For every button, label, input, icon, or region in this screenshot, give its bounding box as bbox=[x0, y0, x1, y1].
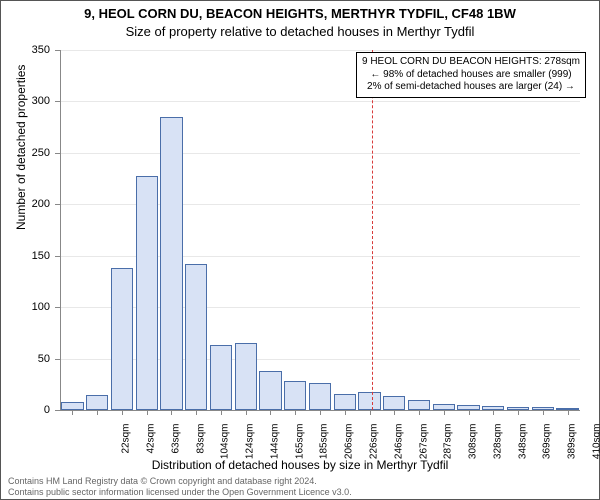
x-tick-label: 22sqm bbox=[121, 424, 132, 474]
histogram-bar bbox=[111, 268, 133, 410]
y-tick-label: 50 bbox=[0, 353, 50, 365]
histogram-bar bbox=[383, 396, 405, 410]
chart-title-address: 9, HEOL CORN DU, BEACON HEIGHTS, MERTHYR… bbox=[0, 6, 600, 21]
histogram-bar bbox=[284, 381, 306, 410]
grid-line bbox=[60, 101, 580, 102]
y-tick-label: 300 bbox=[0, 95, 50, 107]
x-tick-label: 124sqm bbox=[245, 424, 256, 474]
x-tick-label: 246sqm bbox=[393, 424, 404, 474]
chart-subtitle: Size of property relative to detached ho… bbox=[0, 24, 600, 39]
x-tick-label: 287sqm bbox=[443, 424, 454, 474]
histogram-bar bbox=[210, 345, 232, 410]
y-tick-label: 150 bbox=[0, 250, 50, 262]
y-axis-line bbox=[60, 50, 61, 410]
x-tick-label: 42sqm bbox=[146, 424, 157, 474]
x-tick-label: 328sqm bbox=[492, 424, 503, 474]
histogram-bar bbox=[235, 343, 257, 410]
x-tick-label: 410sqm bbox=[591, 424, 600, 474]
histogram-bar bbox=[61, 402, 83, 410]
y-tick-label: 100 bbox=[0, 301, 50, 313]
x-tick-label: 83sqm bbox=[195, 424, 206, 474]
x-tick-label: 185sqm bbox=[319, 424, 330, 474]
plot-area bbox=[60, 50, 580, 410]
x-tick-label: 308sqm bbox=[468, 424, 479, 474]
y-tick-label: 250 bbox=[0, 147, 50, 159]
credits-line-1: Contains HM Land Registry data © Crown c… bbox=[8, 476, 352, 487]
histogram-bar bbox=[408, 400, 430, 410]
histogram-bar bbox=[334, 394, 356, 410]
histogram-bar bbox=[309, 383, 331, 410]
annotation-box: 9 HEOL CORN DU BEACON HEIGHTS: 278sqm ← … bbox=[356, 52, 586, 98]
x-tick-label: 104sqm bbox=[220, 424, 231, 474]
x-tick-label: 165sqm bbox=[294, 424, 305, 474]
annotation-line-3: 2% of semi-detached houses are larger (2… bbox=[362, 81, 580, 94]
x-tick-label: 389sqm bbox=[567, 424, 578, 474]
credits-text: Contains HM Land Registry data © Crown c… bbox=[8, 476, 352, 498]
x-axis-line bbox=[60, 410, 580, 411]
grid-line bbox=[60, 50, 580, 51]
x-tick-label: 226sqm bbox=[369, 424, 380, 474]
x-tick-label: 63sqm bbox=[170, 424, 181, 474]
reference-line bbox=[372, 50, 373, 410]
chart-container: 9, HEOL CORN DU, BEACON HEIGHTS, MERTHYR… bbox=[0, 0, 600, 500]
grid-line bbox=[60, 153, 580, 154]
x-tick-label: 144sqm bbox=[269, 424, 280, 474]
credits-line-2: Contains public sector information licen… bbox=[8, 487, 352, 498]
x-tick-label: 369sqm bbox=[542, 424, 553, 474]
y-tick-label: 350 bbox=[0, 44, 50, 56]
x-tick-label: 206sqm bbox=[344, 424, 355, 474]
annotation-line-1: 9 HEOL CORN DU BEACON HEIGHTS: 278sqm bbox=[362, 56, 580, 69]
annotation-line-2: ← 98% of detached houses are smaller (99… bbox=[362, 69, 580, 82]
histogram-bar bbox=[259, 371, 281, 410]
histogram-bar bbox=[185, 264, 207, 410]
histogram-bar bbox=[136, 176, 158, 411]
plot-region bbox=[60, 50, 580, 410]
histogram-bar bbox=[160, 117, 182, 410]
x-tick-label: 348sqm bbox=[517, 424, 528, 474]
x-tick-label: 267sqm bbox=[418, 424, 429, 474]
histogram-bar bbox=[358, 392, 380, 411]
y-tick-label: 0 bbox=[0, 404, 50, 416]
histogram-bar bbox=[86, 395, 108, 410]
y-tick-label: 200 bbox=[0, 198, 50, 210]
